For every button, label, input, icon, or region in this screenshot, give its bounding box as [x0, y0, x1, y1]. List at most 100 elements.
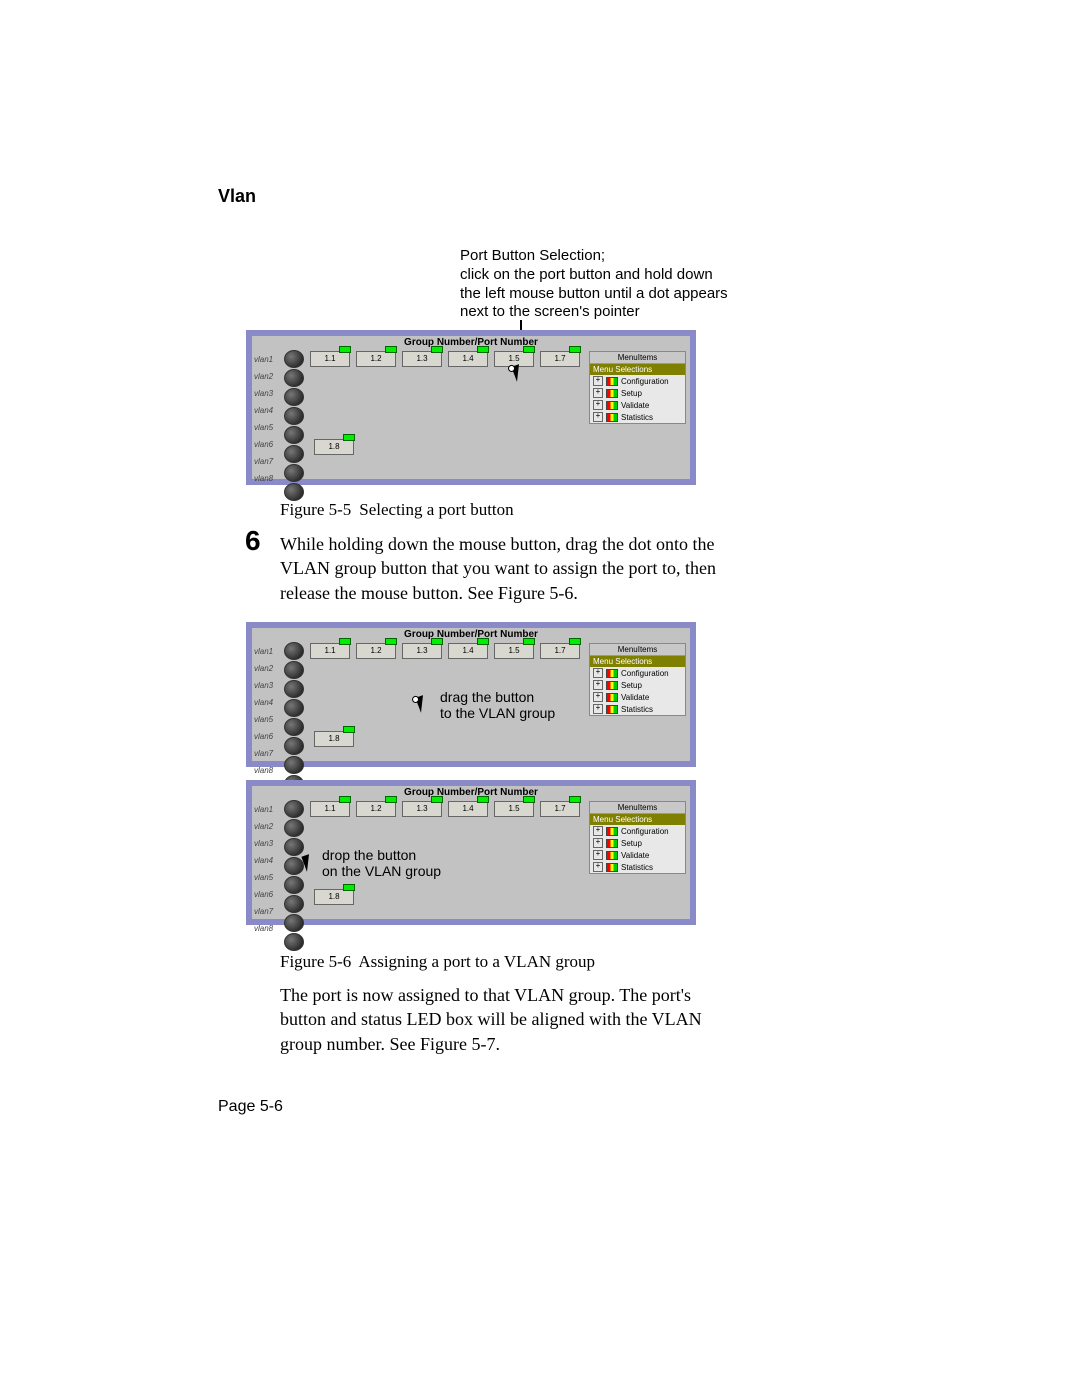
menu-item[interactable]: +Validate — [590, 849, 685, 861]
port-button[interactable]: 1.1 — [310, 643, 350, 659]
menu-icon — [606, 827, 618, 836]
vlan-knob[interactable] — [284, 876, 304, 894]
expand-icon[interactable]: + — [593, 668, 603, 678]
menu-icon — [606, 681, 618, 690]
port-button[interactable]: 1.5 — [494, 643, 534, 659]
expand-icon[interactable]: + — [593, 704, 603, 714]
port-selection-callout: Port Button Selection; click on the port… — [460, 247, 728, 322]
vlan-label: vlan6 — [254, 886, 273, 903]
menu-item[interactable]: +Configuration — [590, 667, 685, 679]
menu-selections[interactable]: Menu Selections — [590, 364, 685, 375]
vlan-label: vlan2 — [254, 368, 273, 385]
vlan-knob[interactable] — [284, 642, 304, 660]
menu-title: MenuItems — [590, 644, 685, 656]
port-button[interactable]: 1.3 — [402, 643, 442, 659]
vlan-knob[interactable] — [284, 445, 304, 463]
vlan-knob[interactable] — [284, 680, 304, 698]
port-button[interactable]: 1.3 — [402, 351, 442, 367]
vlan-label: vlan7 — [254, 453, 273, 470]
vlan-knob[interactable] — [284, 737, 304, 755]
menu-icon — [606, 401, 618, 410]
vlan-knob[interactable] — [284, 369, 304, 387]
menu-icon — [606, 693, 618, 702]
vlan-knob[interactable] — [284, 388, 304, 406]
vlan-knob[interactable] — [284, 933, 304, 951]
vlan-knob[interactable] — [284, 350, 304, 368]
vlan-knob[interactable] — [284, 857, 304, 875]
menu-selections[interactable]: Menu Selections — [590, 656, 685, 667]
port-button-low[interactable]: 1.8 — [314, 731, 354, 747]
port-button[interactable]: 1.7 — [540, 643, 580, 659]
expand-icon[interactable]: + — [593, 400, 603, 410]
menu-title: MenuItems — [590, 802, 685, 814]
port-button[interactable]: 1.2 — [356, 801, 396, 817]
overlay-line: on the VLAN group — [322, 863, 441, 879]
menu-item[interactable]: +Configuration — [590, 375, 685, 387]
port-button-low[interactable]: 1.8 — [314, 889, 354, 905]
port-led — [523, 796, 535, 803]
menu-item[interactable]: +Validate — [590, 691, 685, 703]
expand-icon[interactable]: + — [593, 838, 603, 848]
port-button[interactable]: 1.5 — [494, 801, 534, 817]
expand-icon[interactable]: + — [593, 826, 603, 836]
vlan-knob[interactable] — [284, 800, 304, 818]
figure-5-6-screenshot-drag: Group Number/Port Number vlan1 vlan2 vla… — [246, 622, 696, 767]
vlan-label: vlan4 — [254, 402, 273, 419]
menu-icon — [606, 705, 618, 714]
vlan-knob[interactable] — [284, 426, 304, 444]
expand-icon[interactable]: + — [593, 412, 603, 422]
port-button[interactable]: 1.3 — [402, 801, 442, 817]
figure-5-6-caption: Figure 5-6 Assigning a port to a VLAN gr… — [280, 952, 595, 972]
port-button[interactable]: 1.2 — [356, 351, 396, 367]
vlan-knob[interactable] — [284, 699, 304, 717]
vlan-knob[interactable] — [284, 464, 304, 482]
menu-item[interactable]: +Configuration — [590, 825, 685, 837]
port-button-low[interactable]: 1.8 — [314, 439, 354, 455]
menu-selections[interactable]: Menu Selections — [590, 814, 685, 825]
vlan-knob[interactable] — [284, 838, 304, 856]
expand-icon[interactable]: + — [593, 862, 603, 872]
vlan-knob[interactable] — [284, 819, 304, 837]
vlan-knob[interactable] — [284, 756, 304, 774]
expand-icon[interactable]: + — [593, 680, 603, 690]
menu-panel: MenuItems Menu Selections +Configuration… — [589, 643, 686, 716]
port-row: 1.1 1.2 1.3 1.4 1.5 1.7 — [310, 801, 580, 817]
port-button[interactable]: 1.4 — [448, 351, 488, 367]
port-button[interactable]: 1.1 — [310, 351, 350, 367]
vlan-knob[interactable] — [284, 895, 304, 913]
vlan-knob[interactable] — [284, 661, 304, 679]
expand-icon[interactable]: + — [593, 850, 603, 860]
expand-icon[interactable]: + — [593, 388, 603, 398]
expand-icon[interactable]: + — [593, 376, 603, 386]
vlan-label: vlan5 — [254, 869, 273, 886]
port-button[interactable]: 1.2 — [356, 643, 396, 659]
menu-item[interactable]: +Setup — [590, 679, 685, 691]
port-button[interactable]: 1.1 — [310, 801, 350, 817]
port-row: 1.1 1.2 1.3 1.4 1.5 1.7 — [310, 643, 580, 659]
vlan-knob[interactable] — [284, 914, 304, 932]
port-led — [477, 638, 489, 645]
callout-line: click on the port button and hold down — [460, 266, 728, 285]
port-led — [343, 434, 355, 441]
menu-item[interactable]: +Setup — [590, 387, 685, 399]
menu-item[interactable]: +Statistics — [590, 703, 685, 715]
menu-item[interactable]: +Validate — [590, 399, 685, 411]
port-led — [339, 796, 351, 803]
port-button[interactable]: 1.4 — [448, 643, 488, 659]
mock-header: Group Number/Port Number — [252, 628, 690, 641]
menu-item[interactable]: +Statistics — [590, 411, 685, 423]
port-button[interactable]: 1.7 — [540, 351, 580, 367]
vlan-label: vlan8 — [254, 762, 273, 779]
vlan-labels: vlan1 vlan2 vlan3 vlan4 vlan5 vlan6 vlan… — [254, 351, 273, 487]
callout-line: next to the screen's pointer — [460, 303, 728, 322]
port-button[interactable]: 1.4 — [448, 801, 488, 817]
menu-icon — [606, 669, 618, 678]
step-6-text: While holding down the mouse button, dra… — [280, 532, 720, 605]
vlan-knob[interactable] — [284, 718, 304, 736]
expand-icon[interactable]: + — [593, 692, 603, 702]
port-button[interactable]: 1.7 — [540, 801, 580, 817]
vlan-knob[interactable] — [284, 407, 304, 425]
menu-item[interactable]: +Setup — [590, 837, 685, 849]
vlan-knob[interactable] — [284, 483, 304, 501]
menu-item[interactable]: +Statistics — [590, 861, 685, 873]
